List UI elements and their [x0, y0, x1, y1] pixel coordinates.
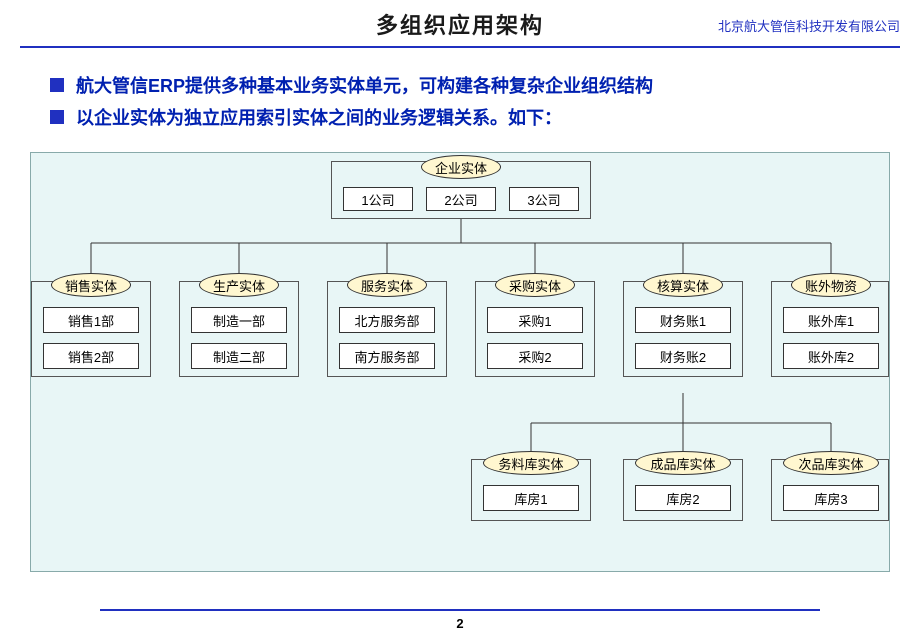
node-company: 2公司 — [426, 187, 496, 211]
footer-rule — [100, 609, 820, 611]
node-child: 采购2 — [487, 343, 583, 369]
node-entity: 核算实体 — [643, 273, 723, 297]
node-child: 销售1部 — [43, 307, 139, 333]
square-bullet-icon — [50, 110, 64, 124]
node-entity: 服务实体 — [347, 273, 427, 297]
bullet-text: 航大管信ERP提供多种基本业务实体单元，可构建各种复杂企业组织结构 — [76, 72, 653, 98]
node-child: 账外库2 — [783, 343, 879, 369]
node-company: 1公司 — [343, 187, 413, 211]
node-company: 3公司 — [509, 187, 579, 211]
node-child: 南方服务部 — [339, 343, 435, 369]
node-child: 制造二部 — [191, 343, 287, 369]
page-number: 2 — [0, 616, 920, 631]
company-name: 北京航大管信科技开发有限公司 — [718, 16, 900, 35]
node-child: 制造一部 — [191, 307, 287, 333]
node-child: 销售2部 — [43, 343, 139, 369]
bullet-list: 航大管信ERP提供多种基本业务实体单元，可构建各种复杂企业组织结构 以企业实体为… — [0, 48, 920, 146]
node-entity: 账外物资 — [791, 273, 871, 297]
square-bullet-icon — [50, 78, 64, 92]
bullet-item: 以企业实体为独立应用索引实体之间的业务逻辑关系。如下： — [50, 104, 880, 130]
org-diagram: 企业实体 1公司 2公司 3公司 销售实体 销售1部 销售2部 生产实体 制造一… — [30, 152, 890, 572]
node-child: 库房3 — [783, 485, 879, 511]
node-entity: 成品库实体 — [635, 451, 731, 475]
node-child: 财务账1 — [635, 307, 731, 333]
node-root: 企业实体 — [421, 155, 501, 179]
node-child: 财务账2 — [635, 343, 731, 369]
node-child: 库房2 — [635, 485, 731, 511]
node-entity: 务料库实体 — [483, 451, 579, 475]
node-child: 采购1 — [487, 307, 583, 333]
bullet-item: 航大管信ERP提供多种基本业务实体单元，可构建各种复杂企业组织结构 — [50, 72, 880, 98]
bullet-text: 以企业实体为独立应用索引实体之间的业务逻辑关系。如下： — [76, 104, 562, 130]
node-child: 北方服务部 — [339, 307, 435, 333]
node-entity: 次品库实体 — [783, 451, 879, 475]
node-child: 账外库1 — [783, 307, 879, 333]
node-entity: 采购实体 — [495, 273, 575, 297]
node-entity: 生产实体 — [199, 273, 279, 297]
node-child: 库房1 — [483, 485, 579, 511]
node-entity: 销售实体 — [51, 273, 131, 297]
header: 多组织应用架构 北京航大管信科技开发有限公司 — [0, 0, 920, 40]
